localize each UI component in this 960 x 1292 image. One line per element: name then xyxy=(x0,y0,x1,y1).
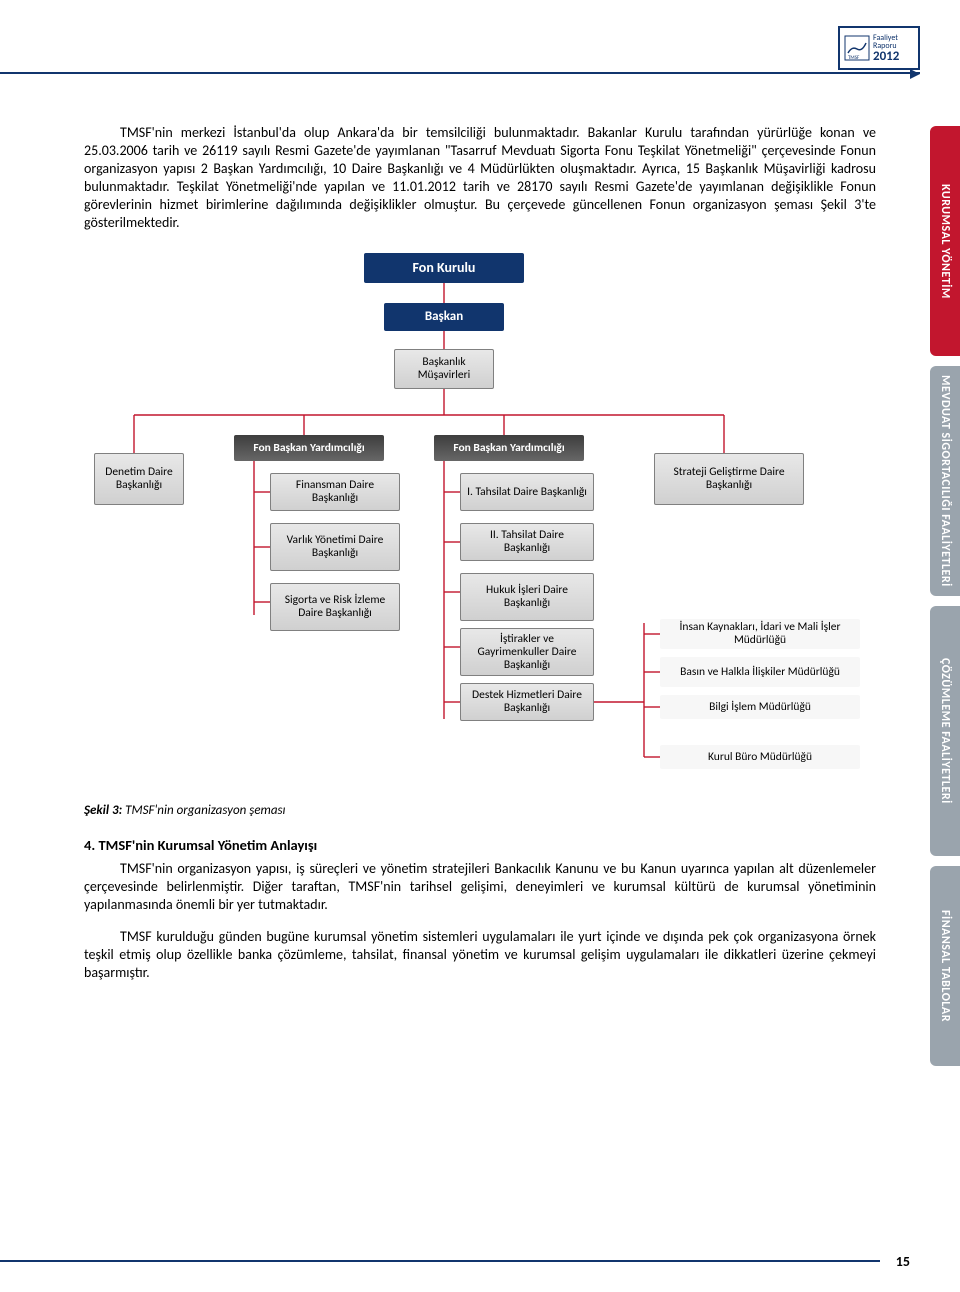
node-baskan: Başkan xyxy=(384,303,504,331)
footer-rule xyxy=(0,1260,880,1262)
node-basin: Basın ve Halkla İlişkiler Müdürlüğü xyxy=(660,657,860,687)
side-tab-finansal: FİNANSAL TABLOLAR xyxy=(930,866,960,1066)
paragraph-3: TMSF kurulduğu günden bugüne kurumsal yö… xyxy=(84,928,876,982)
node-kurul: Kurul Büro Müdürlüğü xyxy=(660,745,860,769)
node-istirak: İştirakler ve Gayrimenkuller Daire Başka… xyxy=(460,628,594,676)
node-destek: Destek Hizmetleri Daire Başkanlığı xyxy=(460,683,594,721)
header-rule xyxy=(0,72,920,74)
node-finansman: Finansman Daire Başkanlığı xyxy=(270,473,400,511)
node-musavir: Başkanlık Müşavirleri xyxy=(394,349,494,389)
caption-bold: Şekil 3: xyxy=(84,803,122,818)
node-fon-kurulu: Fon Kurulu xyxy=(364,253,524,283)
node-tahsilat1: I. Tahsilat Daire Başkanlığı xyxy=(460,473,594,511)
node-by2: Fon Başkan Yardımcılığı xyxy=(434,435,584,461)
body-text: TMSF'nin merkezi İstanbul'da olup Ankara… xyxy=(84,124,876,231)
logo-text: TMSF xyxy=(848,55,860,61)
body-text-2: TMSF'nin organizasyon yapısı, iş süreçle… xyxy=(84,860,876,981)
node-hukuk: Hukuk İşleri Daire Başkanlığı xyxy=(460,573,594,621)
header-badge: TMSF Faaliyet Raporu 2012 xyxy=(838,26,920,70)
badge-year: 2012 xyxy=(873,50,899,63)
side-tab-kurumsal: KURUMSAL YÖNETİM xyxy=(930,126,960,356)
node-denetim: Denetim Daire Başkanlığı xyxy=(94,453,184,505)
node-varlik: Varlık Yönetimi Daire Başkanlığı xyxy=(270,523,400,571)
node-bilgi: Bilgi İşlem Müdürlüğü xyxy=(660,695,860,719)
side-tab-mevduat: MEVDUAT SİGORTACILIĞI FAALİYETLERİ xyxy=(930,366,960,596)
figure-caption: Şekil 3: TMSF'nin organizasyon şeması xyxy=(84,803,876,818)
paragraph-2: TMSF'nin organizasyon yapısı, iş süreçle… xyxy=(84,860,876,914)
caption-rest: TMSF'nin organizasyon şeması xyxy=(122,803,285,818)
page-number: 15 xyxy=(896,1253,910,1270)
org-chart: Fon Kurulu Başkan Başkanlık Müşavirleri … xyxy=(84,245,874,795)
paragraph-1: TMSF'nin merkezi İstanbul'da olup Ankara… xyxy=(84,124,876,231)
document-page: TMSF Faaliyet Raporu 2012 KURUMSAL YÖNET… xyxy=(0,0,960,1292)
node-ik: İnsan Kaynakları, İdari ve Mali İşler Mü… xyxy=(660,619,860,649)
tmsf-logo-icon: TMSF xyxy=(844,35,870,61)
section4-title: 4. TMSF'nin Kurumsal Yönetim Anlayışı xyxy=(84,836,876,854)
node-tahsilat2: II. Tahsilat Daire Başkanlığı xyxy=(460,523,594,561)
node-sigorta: Sigorta ve Risk İzleme Daire Başkanlığı xyxy=(270,583,400,631)
side-tab-cozumleme: ÇÖZÜMLEME FAALİYETLERİ xyxy=(930,606,960,856)
node-strateji: Strateji Geliştirme Daire Başkanlığı xyxy=(654,453,804,505)
node-by1: Fon Başkan Yardımcılığı xyxy=(234,435,384,461)
